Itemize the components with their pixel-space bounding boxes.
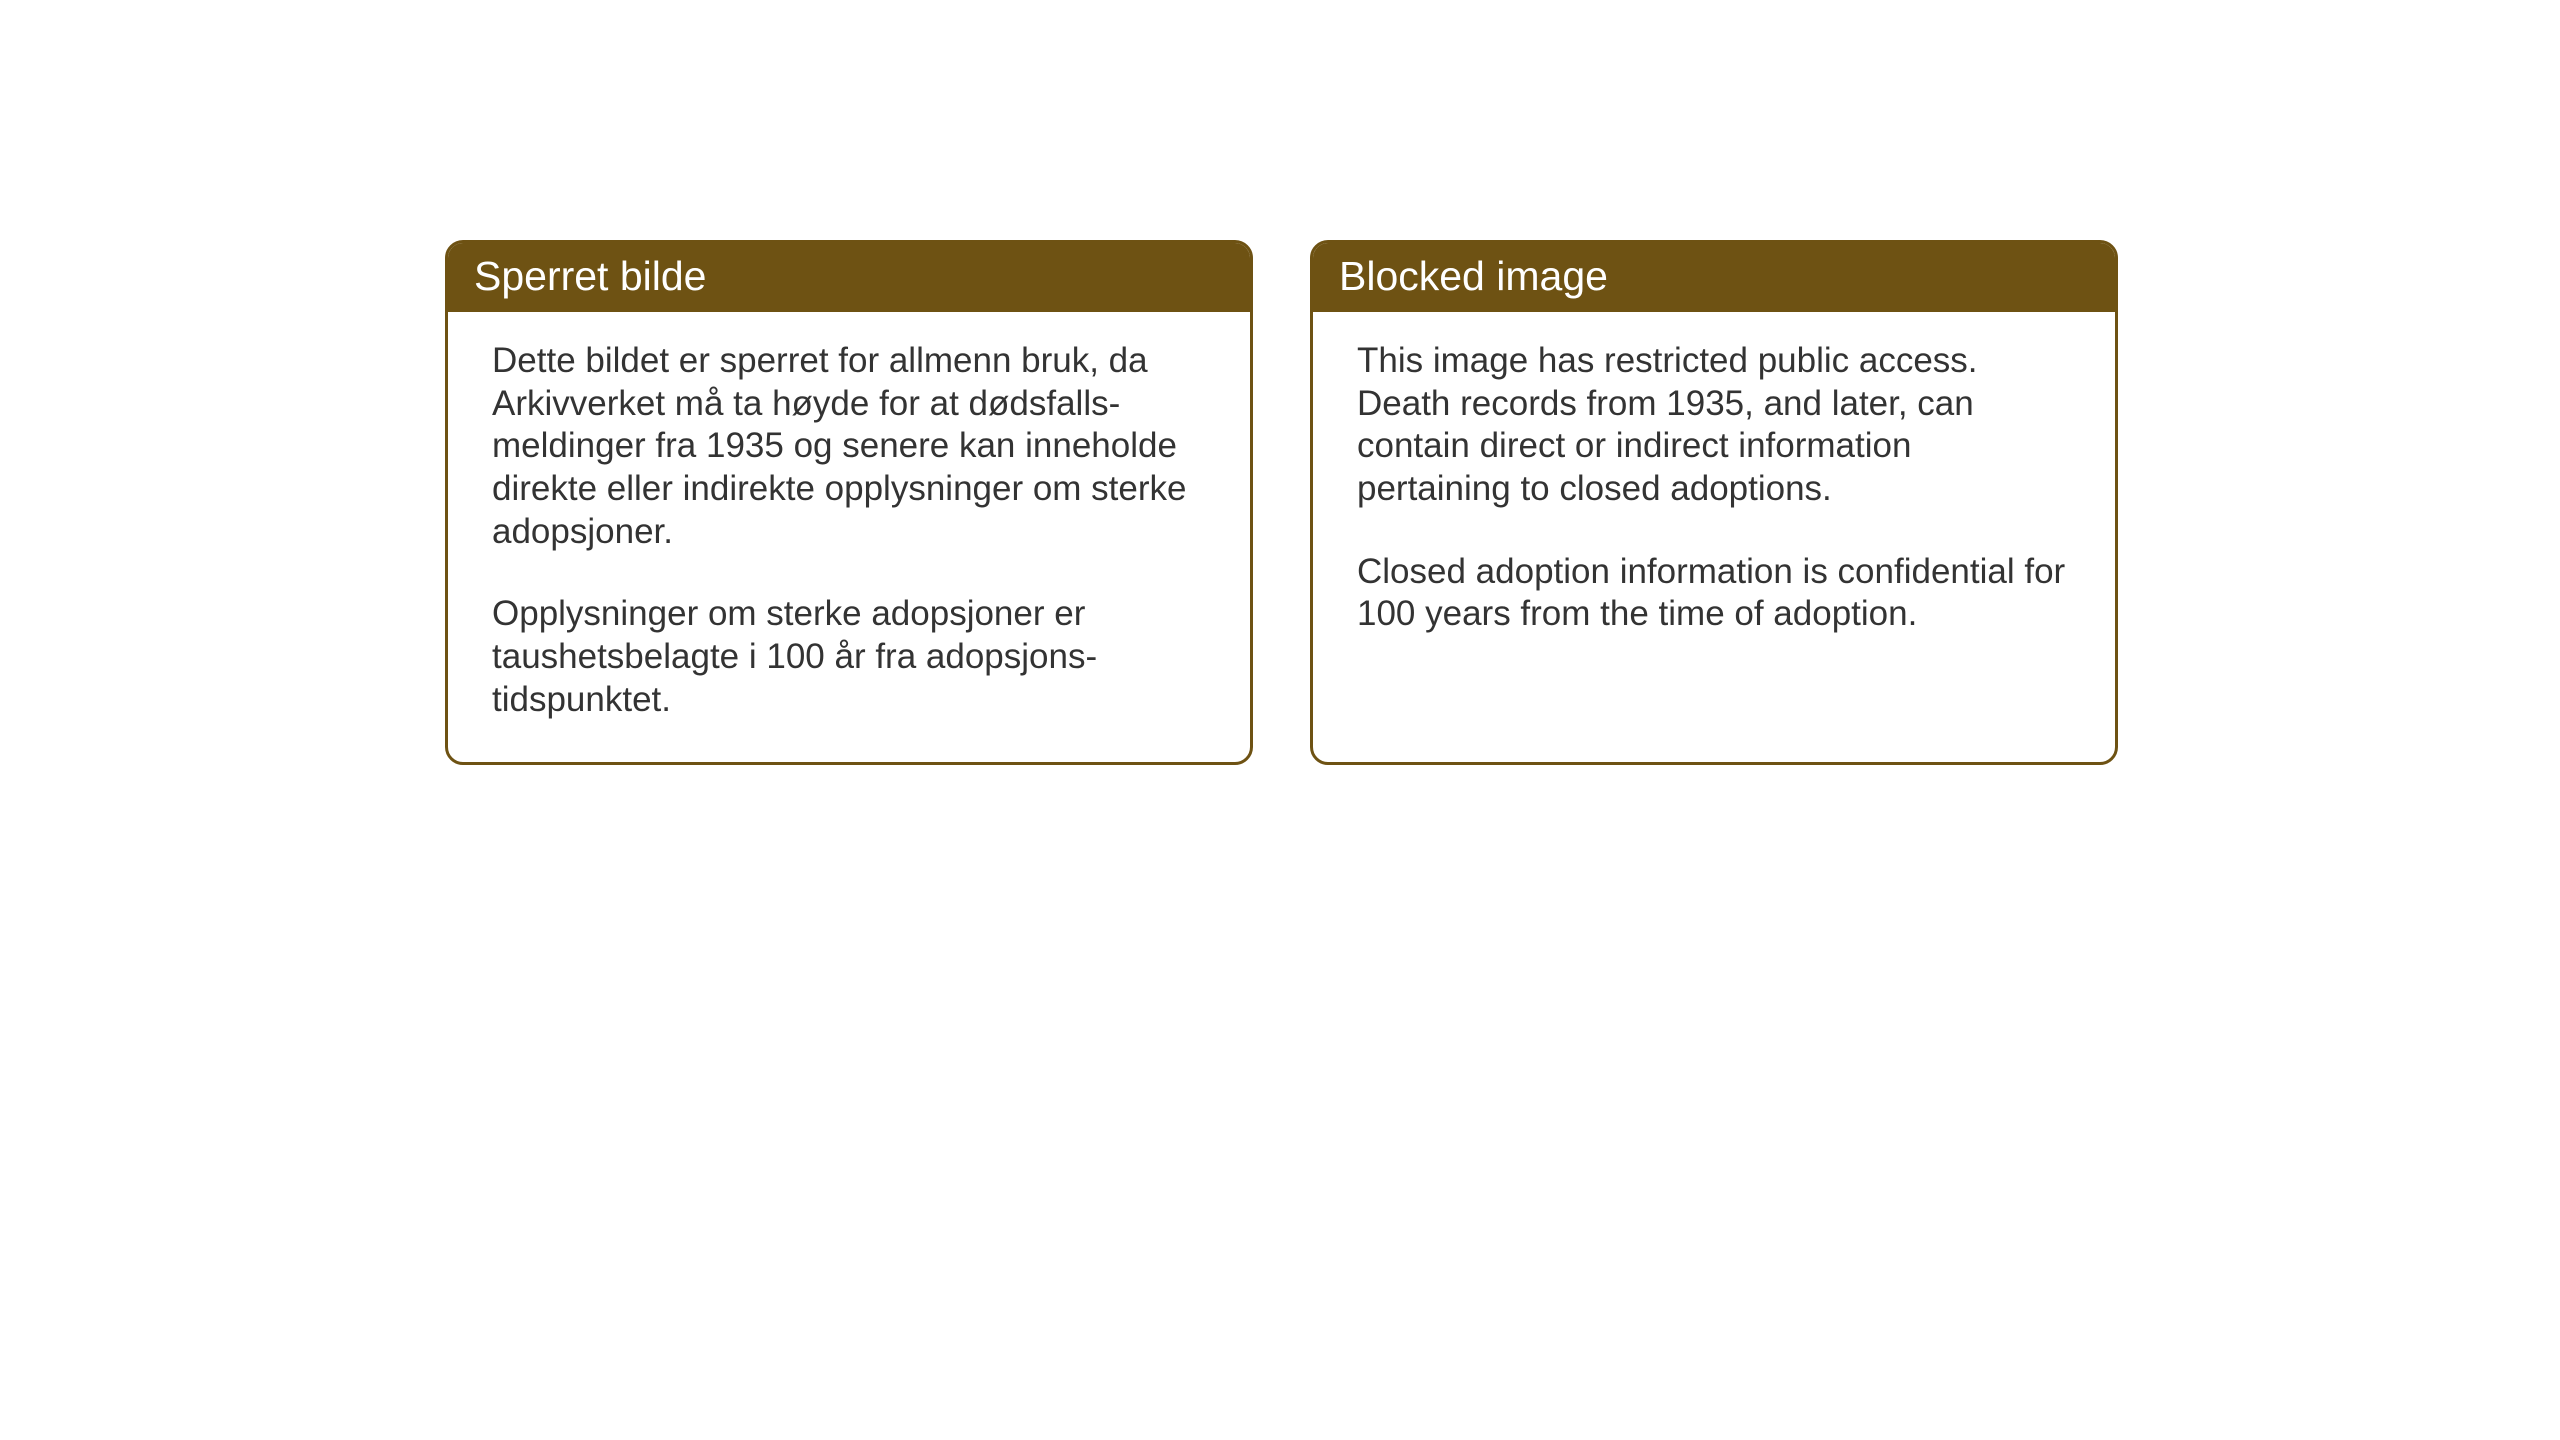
english-paragraph-2: Closed adoption information is confident… <box>1357 551 2071 636</box>
norwegian-card-body: Dette bildet er sperret for allmenn bruk… <box>448 312 1250 762</box>
english-card-body: This image has restricted public access.… <box>1313 312 2115 676</box>
norwegian-notice-card: Sperret bilde Dette bildet er sperret fo… <box>445 240 1253 765</box>
norwegian-paragraph-1: Dette bildet er sperret for allmenn bruk… <box>492 340 1206 553</box>
english-card-title: Blocked image <box>1313 243 2115 312</box>
english-notice-card: Blocked image This image has restricted … <box>1310 240 2118 765</box>
notice-container: Sperret bilde Dette bildet er sperret fo… <box>445 240 2118 765</box>
norwegian-card-title: Sperret bilde <box>448 243 1250 312</box>
norwegian-paragraph-2: Opplysninger om sterke adopsjoner er tau… <box>492 593 1206 721</box>
english-paragraph-1: This image has restricted public access.… <box>1357 340 2071 511</box>
